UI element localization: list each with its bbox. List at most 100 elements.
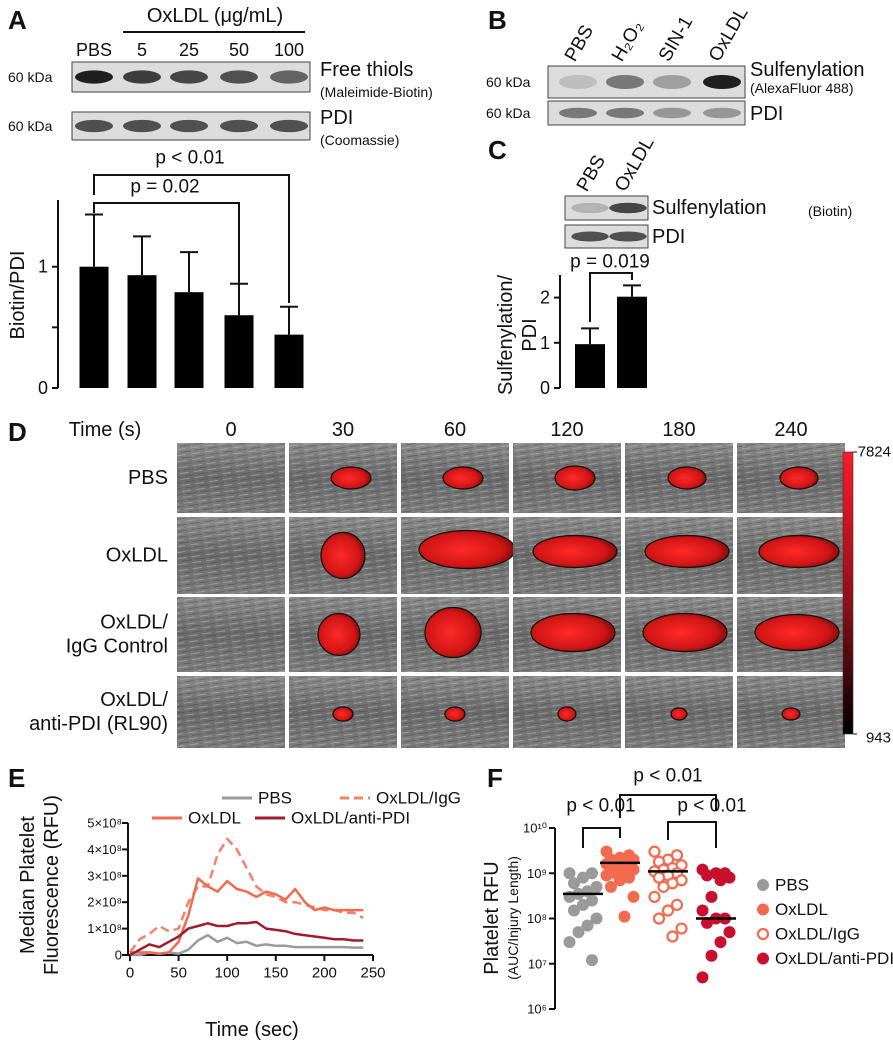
data-point [675,922,688,935]
time-label: 0 [225,419,236,441]
p-value: p = 0.019 [570,252,650,273]
lane-label: PBS [573,152,610,195]
line-series [128,837,364,954]
data-point [723,926,736,939]
y-axis-sublabel: (AUC/Injury Length) [505,856,521,980]
thrombus [444,706,466,722]
legend-swatch [757,879,769,891]
thrombus [670,707,688,721]
blot-band [609,231,647,242]
legend-label: OxLDL [188,809,241,828]
significance-bracket [93,174,290,303]
thrombus [320,531,366,580]
thrombus [644,534,730,569]
panel-label: B [488,5,507,35]
thrombus [532,534,618,569]
row-label: PBS [128,467,168,489]
blot-band [170,70,208,84]
significance-bracket [589,272,633,322]
line-series [130,877,364,955]
molecular-weight: 60 kDa [486,74,531,90]
data-point [652,871,666,884]
data-point [590,880,603,893]
blot-band [220,119,258,133]
significance-bracket [667,821,717,848]
line-series [129,920,364,957]
blot-band [220,70,258,84]
data-point [648,845,661,858]
time-label: 60 [444,419,466,441]
bar [575,344,605,388]
y-axis-label: Median Platelet [17,816,39,954]
data-point [623,871,635,884]
y-tick-label: 5×10⁸ [87,816,122,831]
blot-band [571,231,609,242]
p-value: p = 0.02 [130,177,199,198]
blot-band [653,74,691,90]
y-axis-label: Platelet RFU [481,861,503,974]
x-tick-label: 50 [170,965,187,982]
p-value: p < 0.01 [677,796,746,817]
molecular-weight: 60 kDa [8,69,53,85]
molecular-weight: 60 kDa [8,118,53,134]
bar [79,266,109,388]
y-tick-label: 4×10⁸ [87,842,122,857]
y-tick-label: 10⁹ [527,866,547,881]
data-point [696,904,709,917]
data-point [618,910,631,923]
x-tick-label: 100 [215,965,240,982]
significance-bracket [619,794,717,818]
thrombus [758,534,840,569]
micrograph-texture [177,676,285,748]
blot-band [606,107,644,119]
y-tick-label: 1×10⁸ [87,921,122,936]
data-point [705,949,718,962]
legend-label: OxLDL [775,900,828,919]
blot-band [270,70,308,84]
data-point [600,869,613,882]
row-label: anti-PDI (RL90) [29,713,168,735]
thrombus [418,529,516,570]
thrombus [317,612,361,657]
colorbar-label: 943 [866,730,891,747]
thrombus [332,706,354,722]
y-tick-label: 1 [540,333,550,353]
y-axis-label: Sulfenylation/ [495,275,517,396]
y-tick-label: 10¹⁰ [523,821,547,836]
error-bar [85,213,103,267]
data-point [614,874,626,887]
data-point [568,904,580,917]
data-point [590,912,603,925]
legend-label: OxLDL/IgG [376,789,461,808]
micrograph-texture [177,517,285,594]
lane-label: 100 [274,40,304,60]
blot-sublabel: (Biotin) [808,203,852,219]
bar [127,275,157,388]
blot-sublabel: (AlexaFluor 488) [750,80,854,96]
lane-label: H₂O₂ [608,17,648,65]
data-point [577,871,589,884]
bar [174,292,204,388]
error-bar [581,327,599,345]
time-label: 120 [550,419,583,441]
blot-band [609,202,647,214]
data-point [577,898,589,911]
x-tick-label: 250 [360,965,385,982]
data-point [648,890,661,904]
y-axis-label: Fluorescence (RFU) [41,795,63,975]
panel-label: A [8,5,27,35]
significance-bracket [582,827,621,848]
y-tick-label: 0 [540,378,550,398]
row-label: IgG Control [66,636,168,658]
data-point [568,877,580,890]
time-header: Time (s) [69,419,142,441]
panel-label: C [488,135,507,165]
data-point [586,954,598,967]
data-point [657,880,670,893]
row-label: OxLDL/ [100,612,168,634]
lane-label: OxLDL [611,134,659,196]
data-point [701,916,713,929]
p-value: p < 0.01 [566,796,635,817]
data-point [605,880,617,893]
